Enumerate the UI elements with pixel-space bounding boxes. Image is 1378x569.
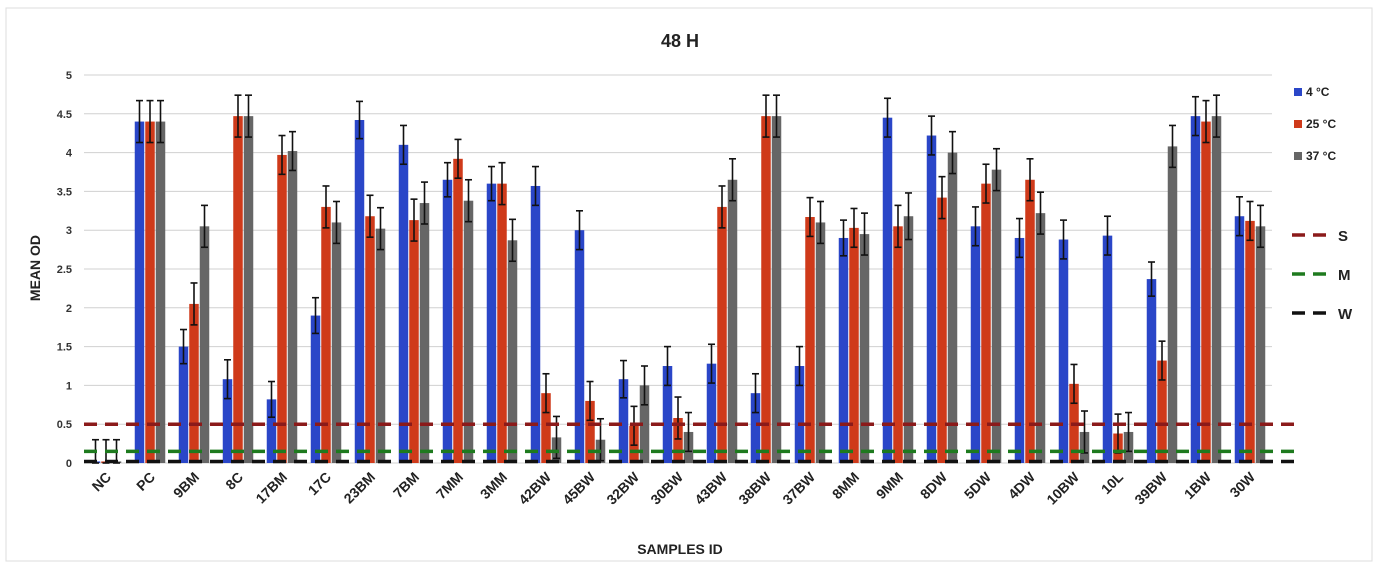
bar: [639, 385, 650, 463]
y-axis-ticks: 0 0.5 1 1.5 2 2.5 3 3.5 4 4.5 5: [57, 70, 73, 470]
bar: [189, 303, 199, 463]
bar: [805, 217, 815, 463]
bar: [497, 183, 507, 463]
legend-label: 37 °C: [1306, 149, 1336, 163]
bar: [354, 120, 365, 464]
reference-legend-label: S: [1338, 228, 1348, 245]
bar: [761, 116, 771, 464]
bar: [1102, 235, 1113, 463]
bar: [507, 240, 518, 463]
bar: [233, 116, 243, 464]
bar: [1014, 237, 1025, 463]
y-tick-label: 3: [66, 225, 72, 237]
reference-lines: [84, 422, 1298, 464]
bar: [365, 216, 375, 463]
bar: [134, 121, 145, 463]
y-tick-label: 4.5: [57, 109, 72, 121]
bar: [771, 116, 782, 464]
bar: [178, 346, 189, 463]
legend-swatch: [1294, 88, 1302, 96]
bar: [717, 206, 727, 464]
bar: [1146, 279, 1157, 463]
bar: [574, 230, 585, 463]
bar: [486, 183, 497, 463]
bar: [981, 183, 991, 463]
bar: [541, 393, 551, 463]
bar: [882, 117, 893, 464]
bar: [375, 228, 386, 463]
chart-title: 48 H: [661, 31, 699, 51]
legend-label: 4 °C: [1306, 85, 1330, 99]
bar: [1157, 360, 1167, 463]
legend: 4 °C 25 °C 37 °C: [1294, 85, 1336, 163]
bar: [1035, 213, 1046, 463]
bar: [155, 121, 166, 463]
bar: [1025, 179, 1035, 463]
reference-legend: S M W: [1292, 228, 1353, 323]
bar: [243, 116, 254, 464]
bar: [815, 222, 826, 463]
y-axis-label: MEAN OD: [27, 235, 43, 301]
bar: [409, 220, 419, 463]
bar: [419, 203, 430, 464]
bar: [991, 169, 1002, 463]
bar: [453, 158, 463, 464]
bar: [706, 363, 717, 463]
bar: [277, 154, 287, 464]
bar: [1255, 226, 1266, 463]
y-tick-label: 5: [66, 70, 72, 82]
legend-swatch: [1294, 152, 1302, 160]
bar: [145, 121, 155, 463]
bar: [585, 400, 595, 463]
bar: [321, 206, 331, 464]
y-tick-label: 1.5: [57, 342, 72, 354]
bar: [926, 135, 937, 463]
bar: [1201, 121, 1211, 463]
y-tick-label: 1: [66, 380, 72, 392]
bar: [937, 197, 947, 463]
bar: [398, 144, 409, 463]
bar: [727, 179, 738, 463]
y-tick-label: 4: [66, 148, 73, 160]
y-tick-label: 0.5: [57, 419, 72, 431]
bar: [442, 179, 453, 463]
bar: [266, 399, 277, 463]
bar: [970, 226, 981, 463]
bar: [849, 227, 859, 463]
bar: [947, 152, 958, 463]
bar: [1211, 116, 1222, 464]
bar: [463, 200, 474, 463]
bar: [1058, 239, 1069, 463]
bar: [903, 216, 914, 463]
bar: [287, 151, 298, 463]
bar: [331, 222, 342, 463]
bar: [838, 237, 849, 463]
bar: [893, 226, 903, 463]
y-tick-label: 0: [66, 458, 72, 470]
bar: [859, 234, 870, 463]
bar: [662, 366, 673, 463]
y-tick-label: 3.5: [57, 186, 72, 198]
bar: [310, 315, 321, 463]
bar: [1190, 116, 1201, 464]
bar: [618, 379, 629, 463]
bar: [1234, 216, 1245, 463]
bar: [673, 417, 683, 463]
bar: [750, 393, 761, 463]
y-tick-label: 2.5: [57, 264, 72, 276]
bar: [199, 226, 210, 463]
x-axis-label: SAMPLES ID: [637, 541, 723, 557]
bar: [794, 366, 805, 463]
reference-legend-label: M: [1338, 267, 1351, 284]
bar: [1167, 146, 1178, 463]
reference-legend-label: W: [1338, 306, 1353, 323]
legend-swatch: [1294, 120, 1302, 128]
bar: [1245, 220, 1255, 463]
bar: [530, 185, 541, 463]
bar: [222, 379, 233, 463]
y-tick-label: 2: [66, 303, 72, 315]
legend-label: 25 °C: [1306, 117, 1336, 131]
